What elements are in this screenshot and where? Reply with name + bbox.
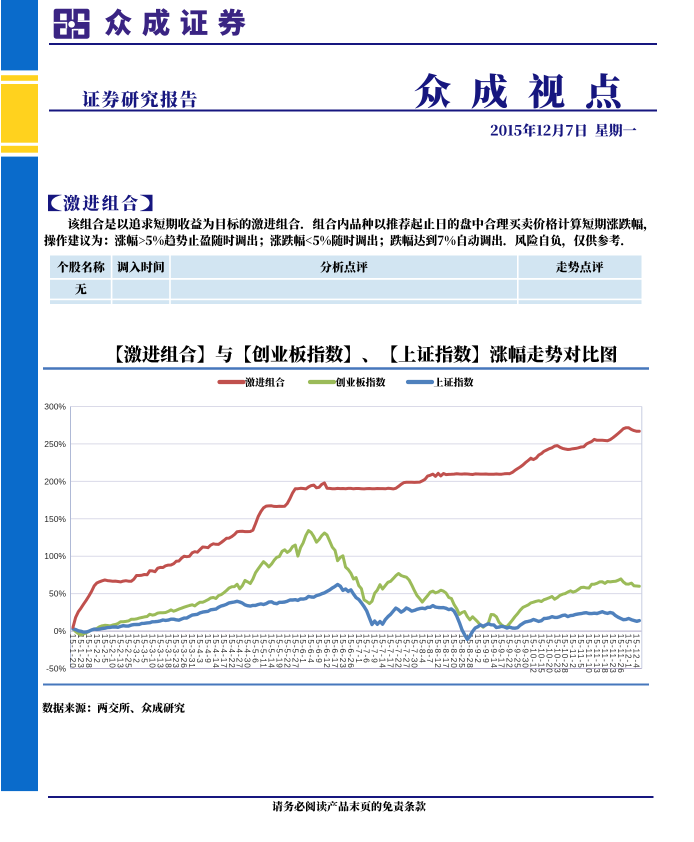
svg-text:15-1-23: 15-1-23: [76, 634, 85, 668]
svg-text:15-10-28: 15-10-28: [560, 634, 569, 673]
svg-text:15-5-14: 15-5-14: [267, 634, 276, 668]
svg-text:15-8-25: 15-8-25: [457, 634, 466, 668]
svg-text:15-1-20: 15-1-20: [68, 634, 77, 668]
svg-text:15-2-5: 15-2-5: [100, 634, 109, 663]
svg-text:15-6-4: 15-6-4: [306, 634, 315, 663]
svg-text:15-11-13: 15-11-13: [592, 634, 601, 673]
svg-text:15-1-28: 15-1-28: [84, 634, 93, 668]
svg-text:15-4-27: 15-4-27: [235, 634, 244, 668]
svg-text:15-11-2: 15-11-2: [568, 634, 577, 668]
svg-text:250%: 250%: [44, 439, 66, 449]
svg-text:0%: 0%: [54, 626, 67, 636]
svg-text:15-7-22: 15-7-22: [394, 634, 403, 668]
svg-text:15-11-26: 15-11-26: [616, 634, 625, 673]
svg-text:15-3-18: 15-3-18: [163, 634, 172, 668]
svg-text:15-7-6: 15-7-6: [362, 634, 371, 663]
svg-text:15-2-10: 15-2-10: [108, 634, 117, 668]
svg-text:15-3-5: 15-3-5: [139, 634, 148, 663]
svg-text:15-7-9: 15-7-9: [370, 634, 379, 663]
svg-text:15-10-20: 15-10-20: [544, 634, 553, 673]
svg-text:15-6-9: 15-6-9: [314, 634, 323, 663]
svg-text:15-8-7: 15-8-7: [425, 634, 434, 663]
svg-text:15-10-23: 15-10-23: [552, 634, 561, 673]
svg-text:100%: 100%: [44, 551, 66, 561]
svg-text:15-3-23: 15-3-23: [171, 634, 180, 668]
svg-text:15-9-9: 15-9-9: [481, 634, 490, 663]
svg-text:200%: 200%: [44, 476, 66, 486]
svg-text:15-4-30: 15-4-30: [243, 634, 252, 668]
svg-text:15-8-20: 15-8-20: [449, 634, 458, 668]
svg-text:15-9-22: 15-9-22: [505, 634, 514, 668]
svg-text:15-12-1: 15-12-1: [624, 634, 633, 668]
svg-text:15-6-1: 15-6-1: [298, 634, 307, 663]
svg-text:15-2-2: 15-2-2: [92, 634, 101, 663]
svg-text:15-4-14: 15-4-14: [211, 634, 220, 668]
svg-text:15-12-4: 15-12-4: [632, 634, 641, 668]
svg-text:15-10-15: 15-10-15: [536, 634, 545, 673]
svg-text:15-9-30: 15-9-30: [521, 634, 530, 668]
svg-text:15-3-26: 15-3-26: [179, 634, 188, 668]
svg-text:15-3-10: 15-3-10: [147, 634, 156, 668]
svg-text:15-7-27: 15-7-27: [401, 634, 410, 668]
svg-text:15-11-10: 15-11-10: [584, 634, 593, 673]
svg-text:15-5-22: 15-5-22: [282, 634, 291, 668]
svg-text:15-2-13: 15-2-13: [116, 634, 125, 668]
svg-text:15-11-5: 15-11-5: [576, 634, 585, 668]
svg-text:15-10-12: 15-10-12: [528, 634, 537, 673]
svg-text:15-9-17: 15-9-17: [497, 634, 506, 668]
svg-text:15-4-17: 15-4-17: [219, 634, 228, 668]
svg-text:15-7-30: 15-7-30: [409, 634, 418, 668]
svg-text:15-4-22: 15-4-22: [227, 634, 236, 668]
svg-text:15-8-4: 15-8-4: [417, 634, 426, 663]
svg-text:15-3-2: 15-3-2: [132, 634, 141, 663]
svg-text:15-8-28: 15-8-28: [465, 634, 474, 668]
svg-text:15-7-17: 15-7-17: [386, 634, 395, 668]
svg-text:15-8-12: 15-8-12: [433, 634, 442, 668]
svg-text:15-11-18: 15-11-18: [600, 634, 609, 673]
svg-text:15-8-17: 15-8-17: [441, 634, 450, 668]
svg-text:50%: 50%: [49, 589, 66, 599]
svg-text:15-5-6: 15-5-6: [251, 634, 260, 663]
svg-text:15-6-17: 15-6-17: [330, 634, 339, 668]
svg-text:15-6-26: 15-6-26: [346, 634, 355, 668]
svg-text:15-2-25: 15-2-25: [124, 634, 133, 668]
svg-text:15-9-2: 15-9-2: [473, 634, 482, 663]
svg-text:15-3-31: 15-3-31: [187, 634, 196, 668]
svg-text:150%: 150%: [44, 514, 66, 524]
svg-text:15-4-3: 15-4-3: [195, 634, 204, 663]
svg-text:15-4-9: 15-4-9: [203, 634, 212, 663]
svg-text:15-3-13: 15-3-13: [155, 634, 164, 668]
svg-text:-50%: -50%: [46, 664, 66, 674]
svg-text:15-9-14: 15-9-14: [489, 634, 498, 668]
svg-text:15-6-12: 15-6-12: [322, 634, 331, 668]
svg-text:15-7-14: 15-7-14: [378, 634, 387, 668]
svg-text:15-5-27: 15-5-27: [290, 634, 299, 668]
svg-text:300%: 300%: [44, 402, 66, 412]
svg-text:15-9-25: 15-9-25: [513, 634, 522, 668]
svg-text:15-6-23: 15-6-23: [338, 634, 347, 668]
svg-text:15-7-1: 15-7-1: [354, 634, 363, 663]
svg-text:15-5-11: 15-5-11: [259, 634, 268, 668]
svg-text:15-11-23: 15-11-23: [608, 634, 617, 673]
svg-text:15-5-19: 15-5-19: [274, 634, 283, 668]
